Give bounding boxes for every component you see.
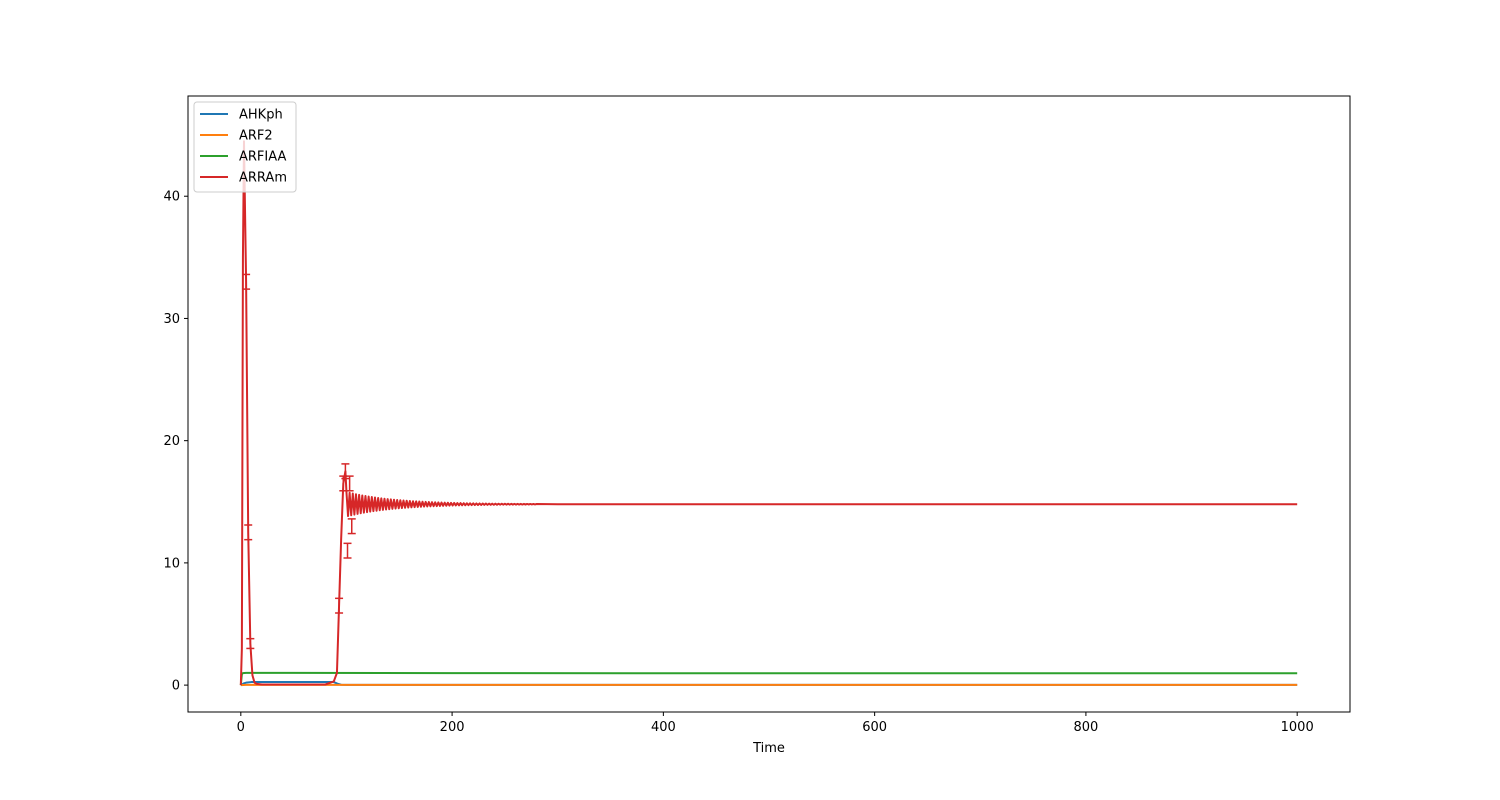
x-tick-label: 600 (862, 720, 887, 735)
x-axis-label: Time (752, 741, 785, 756)
legend-label: ARF2 (239, 129, 273, 144)
legend-label: ARFIAA (239, 150, 286, 165)
x-tick-label: 200 (440, 720, 465, 735)
legend: AHKph ARF2 ARFIAA ARRAm (193, 101, 297, 193)
legend-label: AHKph (239, 108, 283, 123)
axis-ticks: 0 200 400 600 800 1000 0 10 20 30 40 (163, 190, 1313, 735)
y-tick-label: 10 (163, 556, 180, 571)
legend-label: ARRAm (239, 171, 287, 186)
series-lines (239, 140, 1298, 687)
y-tick-label: 40 (163, 190, 180, 205)
x-tick-label: 800 (1073, 720, 1098, 735)
error-bar (335, 597, 344, 614)
legend-entry: ARFIAA (200, 150, 286, 165)
error-bar (242, 273, 251, 290)
y-tick-label: 0 (172, 679, 180, 694)
x-tick-label: 400 (651, 720, 676, 735)
x-tick-label: 0 (237, 720, 245, 735)
error-bar (246, 637, 255, 650)
error-bar (244, 524, 253, 541)
y-tick-label: 30 (163, 312, 180, 327)
error-bar (341, 463, 350, 480)
error-bar (343, 542, 352, 559)
legend-box (193, 101, 297, 193)
error-bar (345, 475, 354, 492)
legend-entry: AHKph (200, 108, 283, 123)
x-tick-label: 1000 (1281, 720, 1314, 735)
legend-entry: ARF2 (200, 129, 273, 144)
legend-entry: ARRAm (200, 171, 287, 186)
series-line-arram (239, 140, 1298, 686)
plot-frame (187, 95, 1351, 713)
error-bar (347, 518, 356, 535)
y-tick-label: 20 (163, 434, 180, 449)
